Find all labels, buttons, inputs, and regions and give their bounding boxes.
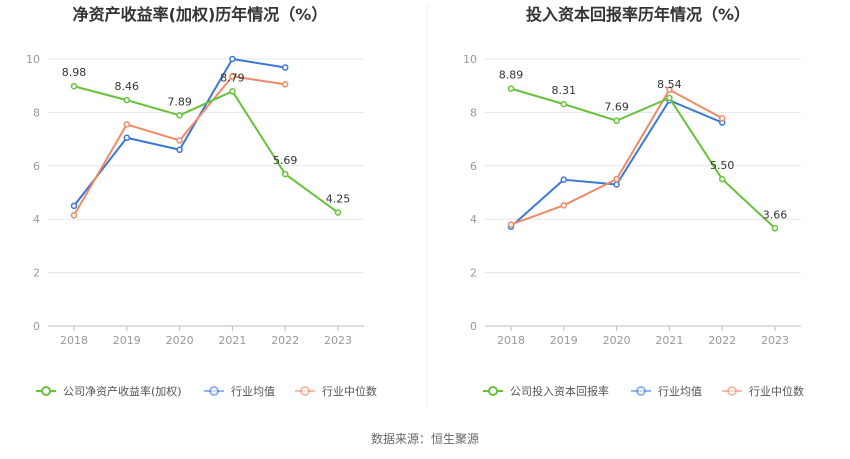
legend-item-median[interactable]: 行业中位数: [722, 384, 804, 398]
data-point-company: [560, 100, 568, 108]
x-tick-label: 2019: [113, 334, 141, 347]
y-tick-label: 4: [470, 213, 477, 226]
y-tick-label: 2: [33, 267, 40, 280]
data-label: 7.89: [167, 95, 192, 108]
y-tick-label: 2: [470, 267, 477, 280]
data-label: 8.98: [62, 66, 87, 79]
data-point-avg: [560, 176, 568, 183]
chart-title: 净资产收益率(加权)历年情况（%）: [73, 5, 328, 24]
legend-marker: [636, 386, 646, 396]
legend-item-avg[interactable]: 行业均值: [631, 385, 702, 398]
legend-label: 公司净资产收益率(加权): [63, 384, 182, 398]
data-label: 8.31: [552, 84, 577, 97]
y-tick-label: 10: [26, 53, 40, 66]
data-point-median: [176, 137, 183, 144]
data-label: 8.46: [115, 80, 140, 93]
data-point-median: [613, 175, 620, 183]
y-tick-label: 4: [33, 213, 40, 226]
x-tick-label: 2023: [761, 334, 789, 347]
y-tick-label: 0: [470, 320, 477, 333]
y-tick-label: 6: [470, 160, 477, 173]
data-label: 5.69: [273, 154, 298, 167]
legend-label: 公司投入资本回报率: [510, 384, 609, 398]
data-point-avg: [281, 64, 289, 71]
y-tick-label: 10: [463, 53, 477, 66]
legend-marker: [41, 386, 51, 396]
y-tick-label: 8: [33, 106, 40, 119]
data-label: 5.50: [710, 159, 735, 172]
source-text: 数据来源：恒生聚源: [371, 431, 479, 446]
data-point-company: [507, 85, 515, 92]
series-line-company: [510, 87, 776, 230]
legend-item-company[interactable]: 公司净资产收益率(加权): [36, 384, 182, 398]
x-tick-label: 2023: [324, 334, 352, 347]
data-point-median: [666, 86, 673, 93]
data-point-avg: [613, 181, 620, 188]
data-point-avg: [70, 202, 78, 210]
x-tick-label: 2018: [497, 334, 525, 347]
legend-label: 行业均值: [658, 385, 702, 398]
data-label: 8.89: [499, 69, 524, 82]
data-label: 3.66: [763, 208, 788, 221]
data-point-company: [123, 96, 131, 104]
legend-label: 行业中位数: [322, 384, 377, 398]
data-point-median: [718, 115, 726, 122]
roe-chart: 净资产收益率(加权)历年情况（%） 0 2 4 6 8 10 2018 2019 2020 2021…: [26, 5, 377, 398]
x-tick-label: 2019: [550, 334, 578, 347]
data-point-company: [334, 209, 342, 216]
data-point-median: [70, 211, 78, 219]
legend-item-company[interactable]: 公司投入资本回报率: [483, 384, 609, 398]
legend-label: 行业中位数: [749, 384, 804, 398]
data-point-company: [718, 175, 726, 183]
data-point-company: [666, 94, 673, 102]
chart-title: 投入资本回报率历年情况（%）: [526, 5, 750, 24]
data-point-company: [771, 225, 779, 232]
y-tick-label: 0: [33, 320, 40, 333]
data-label: 7.69: [604, 101, 629, 114]
data-label: 8.54: [657, 78, 682, 91]
data-point-median: [229, 73, 236, 80]
roic-chart: 投入资本回报率历年情况（%） 0 2 4 6 8 10 2018 2019 2020 2021 202…: [463, 5, 804, 398]
data-point-median: [560, 202, 568, 209]
data-point-company: [70, 82, 78, 90]
data-point-company: [613, 117, 620, 124]
data-point-company: [281, 170, 289, 178]
data-point-median: [281, 81, 289, 88]
data-label: 4.25: [326, 193, 351, 206]
legend-marker: [300, 386, 310, 396]
data-point-avg: [176, 146, 183, 154]
x-tick-label: 2021: [655, 334, 683, 347]
legend-item-median[interactable]: 行业中位数: [295, 384, 377, 398]
x-tick-label: 2018: [60, 334, 88, 347]
legend-item-avg[interactable]: 行业均值: [204, 385, 275, 398]
data-point-median: [123, 121, 131, 128]
x-tick-label: 2022: [708, 334, 736, 347]
legend-label: 行业均值: [231, 385, 275, 398]
legend-marker: [727, 386, 737, 396]
y-tick-label: 6: [33, 160, 40, 173]
series-line-company: [73, 85, 339, 214]
series-line-avg: [73, 58, 286, 207]
x-tick-label: 2020: [603, 334, 631, 347]
x-tick-label: 2021: [218, 334, 246, 347]
legend-marker: [488, 386, 498, 396]
data-label: 8.79: [220, 71, 245, 84]
data-point-avg: [123, 134, 131, 142]
legend-marker: [209, 386, 219, 396]
x-tick-label: 2022: [271, 334, 299, 347]
y-tick-label: 8: [470, 106, 477, 119]
data-point-median: [507, 221, 515, 228]
data-point-avg: [229, 55, 236, 63]
x-tick-label: 2020: [166, 334, 194, 347]
data-point-company: [176, 112, 183, 119]
data-point-company: [229, 88, 236, 95]
